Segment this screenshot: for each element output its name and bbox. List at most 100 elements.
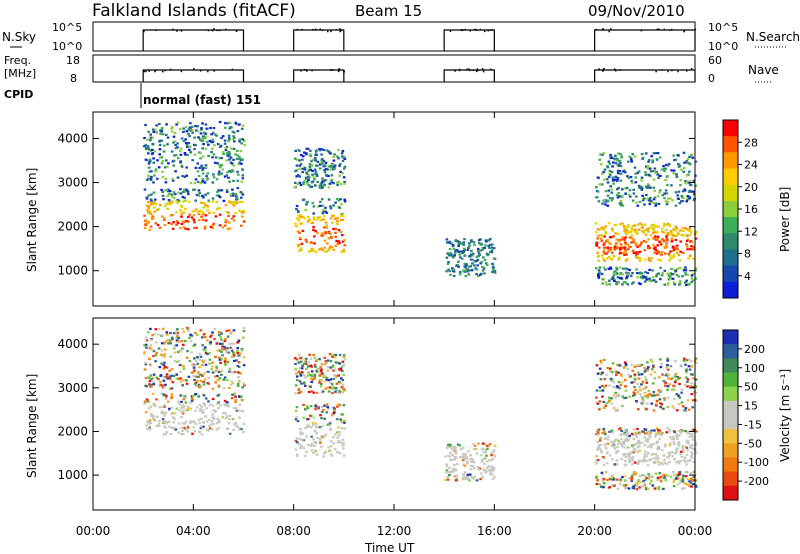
velocity-cell xyxy=(597,444,601,447)
velocity-cell xyxy=(175,344,179,347)
power-cell xyxy=(340,250,343,253)
power-cell xyxy=(340,212,343,215)
power-cell xyxy=(457,260,460,263)
power-cell xyxy=(603,168,607,171)
velocity-cell xyxy=(181,433,185,436)
power-cell xyxy=(149,225,153,228)
power-cell xyxy=(324,206,327,209)
velocity-cell xyxy=(691,406,694,409)
power-cell xyxy=(686,157,690,161)
power-cell xyxy=(452,247,456,251)
power-cell xyxy=(446,262,450,265)
velocity-cell xyxy=(652,391,656,394)
velocity-cell xyxy=(149,383,153,386)
power-cell xyxy=(619,204,623,207)
interval-trace xyxy=(142,29,245,51)
colorbar-tick-label: -200 xyxy=(744,475,769,488)
velocity-cell xyxy=(669,377,673,381)
cpid-mode: normal (fast) 151 xyxy=(143,93,261,107)
power-cell xyxy=(149,133,152,136)
power-cell xyxy=(600,239,604,243)
trace-point xyxy=(335,28,338,31)
power-cell xyxy=(231,138,235,141)
power-cell xyxy=(190,125,194,128)
power-cell xyxy=(666,174,670,178)
velocity-cell xyxy=(694,430,698,433)
power-cell xyxy=(646,164,649,168)
velocity-cell xyxy=(238,427,241,430)
trace-point xyxy=(479,28,482,31)
power-cell xyxy=(201,172,205,175)
nsky-trace xyxy=(142,28,697,51)
velocity-cell xyxy=(646,402,649,405)
power-cell xyxy=(675,251,679,254)
power-cell xyxy=(176,201,180,204)
velocity-cell xyxy=(611,484,614,487)
velocity-cell xyxy=(318,374,322,377)
velocity-cell xyxy=(303,359,307,362)
power-cell xyxy=(296,174,300,177)
power-cell xyxy=(597,234,600,237)
power-cell xyxy=(625,253,628,256)
power-cell xyxy=(201,155,205,158)
power-cell xyxy=(694,237,698,240)
velocity-cell xyxy=(686,385,689,388)
velocity-cell xyxy=(691,479,694,482)
trace-point xyxy=(603,68,605,70)
velocity-cell xyxy=(310,443,313,446)
velocity-cell xyxy=(336,451,339,454)
power-cell xyxy=(183,188,186,191)
velocity-cell xyxy=(460,455,464,458)
power-cell xyxy=(685,283,688,287)
trace-point xyxy=(326,30,329,33)
velocity-cell xyxy=(168,420,171,423)
velocity-cell xyxy=(238,409,241,412)
velocity-cell xyxy=(595,476,598,479)
velocity-cell xyxy=(618,483,622,486)
interval-trace xyxy=(594,29,696,51)
velocity-cell xyxy=(192,426,196,429)
power-cell xyxy=(319,219,322,222)
power-cell xyxy=(644,233,648,236)
velocity-cell xyxy=(146,420,149,424)
power-cell xyxy=(305,172,309,175)
velocity-cell xyxy=(168,339,172,343)
velocity-cell xyxy=(668,444,672,447)
velocity-cell xyxy=(338,353,342,357)
velocity-cell xyxy=(222,387,226,390)
velocity-cell xyxy=(622,397,626,400)
power-cell xyxy=(597,274,600,277)
freq-panel xyxy=(92,54,696,83)
velocity-cell xyxy=(340,420,343,423)
power-cell xyxy=(152,128,155,131)
velocity-cell xyxy=(683,456,687,459)
power-cell xyxy=(679,266,682,269)
nsky-panel xyxy=(92,21,696,52)
power-cell xyxy=(463,262,467,265)
velocity-cell xyxy=(668,453,671,456)
power-cell xyxy=(482,267,486,270)
velocity-cell xyxy=(297,361,301,364)
trace-point xyxy=(303,68,306,71)
power-cell xyxy=(201,179,205,182)
power-cell xyxy=(627,193,631,196)
velocity-cell xyxy=(647,438,650,441)
velocity-cell xyxy=(318,426,322,429)
power-cell xyxy=(612,255,616,258)
power-cell xyxy=(617,164,621,167)
trace-point xyxy=(602,29,604,31)
velocity-cell xyxy=(600,361,603,365)
power-cell xyxy=(641,156,645,159)
power-cell xyxy=(694,184,697,187)
velocity-cell xyxy=(157,347,161,350)
velocity-cell xyxy=(686,478,690,481)
power-cell xyxy=(620,155,623,158)
power-cell xyxy=(667,163,671,166)
velocity-cell xyxy=(689,471,693,475)
power-cell xyxy=(241,168,244,171)
power-cell xyxy=(685,160,688,163)
power-cell xyxy=(176,142,179,145)
velocity-cell xyxy=(659,479,663,482)
velocity-cell xyxy=(228,414,232,417)
power-cell xyxy=(610,191,614,194)
